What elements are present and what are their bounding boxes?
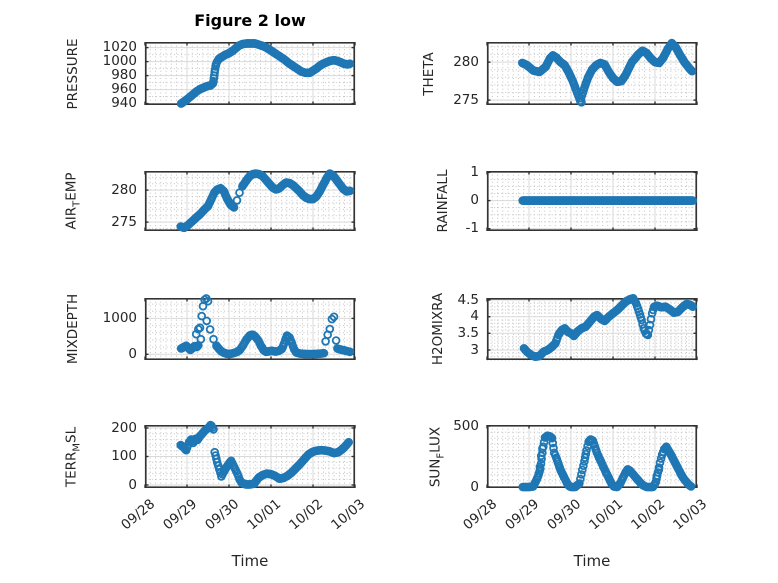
x-tick-label: 09/29 — [502, 496, 543, 534]
y-tick-label: -1 — [465, 220, 479, 237]
y-tick-label: 3.5 — [457, 324, 479, 341]
y-axis-label-subscript: F — [435, 452, 447, 459]
x-tick-label: 09/28 — [460, 496, 501, 534]
plot-canvas — [486, 425, 698, 492]
y-axis-label: SUNFLUX — [427, 426, 447, 487]
subplot-rainfall: RAINFALL -1 0 1 — [435, 165, 698, 235]
plot-canvas — [144, 39, 356, 108]
y-tick-label: 0 — [128, 345, 137, 362]
x-tick-label: 10/03 — [670, 496, 711, 534]
y-tick-label: 100 — [111, 448, 137, 464]
y-tick-label: 200 — [111, 419, 137, 436]
plot-canvas — [144, 169, 356, 233]
y-tick-label: 960 — [111, 81, 137, 98]
y-tick-label: 4 — [470, 308, 479, 325]
y-tick-label: 0 — [128, 476, 137, 493]
subplot-pressure: PRESSURE 940 960 980 1000 1020 — [65, 38, 356, 110]
x-tick-label: 09/28 — [118, 496, 159, 534]
subplot-theta: THETA 275 280 — [421, 38, 698, 107]
subplot-mixdepth: MIXDEPTH 0 1000 — [65, 294, 356, 364]
plot-canvas — [486, 293, 698, 361]
y-tick-label: 275 — [111, 213, 137, 230]
y-tick-label: 275 — [453, 91, 479, 108]
y-tick-label: 1020 — [102, 39, 137, 56]
plot-canvas — [144, 294, 356, 361]
y-tick-label: 1000 — [102, 53, 137, 70]
x-axis-title-left: Time — [231, 552, 269, 570]
plot-canvas — [144, 420, 356, 489]
x-tick-label: 10/02 — [286, 496, 327, 534]
subplot-air-temp: AIRTEMP 275 280 — [64, 169, 356, 233]
subplot-sun-flux: SUNFLUX 0 500 09/28 09/29 09/30 10/01 10/02 10/0… — [428, 419, 711, 534]
x-tick-label: 09/30 — [544, 496, 585, 534]
x-axis-title-right: Time — [573, 552, 611, 570]
x-tick-label: 10/01 — [586, 496, 627, 534]
y-tick-label: 940 — [111, 95, 137, 112]
y-tick-label: 4.5 — [457, 291, 479, 308]
figure-title: Figure 2 low — [194, 11, 306, 30]
plot-canvas — [486, 38, 698, 107]
subplot-h2omixra: H2OMIXRA 3 3.5 4 4.5 — [430, 293, 698, 365]
x-tick-label: 10/01 — [244, 496, 285, 534]
y-tick-label: 0 — [470, 478, 479, 495]
x-tick-label: 09/29 — [160, 496, 201, 534]
y-axis-label-subscript: T — [71, 200, 83, 207]
y-tick-label: 280 — [111, 181, 137, 198]
x-tick-label: 09/30 — [202, 496, 243, 534]
plot-canvas — [486, 171, 698, 232]
y-tick-label: 1 — [470, 163, 479, 180]
x-tick-label: 10/02 — [628, 496, 669, 534]
x-tick-label: 10/03 — [328, 496, 369, 534]
subplot-terr-msl: TERRMSL 0 100 200 09/28 09/29 09/30 10/01 10/02 1… — [64, 420, 369, 534]
y-tick-label: 980 — [111, 67, 137, 84]
y-tick-label: 280 — [453, 53, 479, 70]
y-tick-label: 0 — [470, 192, 479, 209]
y-tick-label: 1000 — [102, 309, 137, 326]
y-tick-label: 3 — [470, 341, 479, 358]
y-tick-label: 500 — [453, 417, 479, 434]
